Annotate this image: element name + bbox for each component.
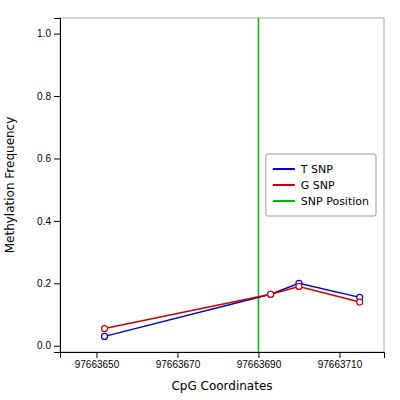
tick-label: 0.0 xyxy=(37,340,51,351)
tick-label: 1.0 xyxy=(37,28,51,39)
marks xyxy=(102,18,363,352)
legend-label: G SNP xyxy=(301,179,335,192)
tick: 97663670 xyxy=(156,352,201,370)
reference-line xyxy=(258,18,260,352)
tick-mark xyxy=(54,34,60,35)
tick: 0.8 xyxy=(37,91,60,102)
tick-mark xyxy=(54,346,60,347)
legend-label: SNP Position xyxy=(301,195,369,208)
y-axis-title: Methylation Frequency xyxy=(3,117,17,254)
tick-label: 0.2 xyxy=(37,278,51,289)
tick-mark xyxy=(54,158,60,159)
tick-label: 97663690 xyxy=(237,359,282,370)
tick: 1.0 xyxy=(37,28,60,39)
plot: 976636509766367097663690976637100.00.20.… xyxy=(37,18,384,370)
line xyxy=(105,286,360,328)
tick-label: 97663670 xyxy=(156,359,201,370)
axis-line xyxy=(61,353,385,359)
tick-label: 0.4 xyxy=(37,216,51,227)
tick-mark xyxy=(339,352,340,358)
y-axis: 0.0 0.2 0.4 0.6 0.8 1.0 xyxy=(37,19,60,353)
tick: 97663710 xyxy=(318,352,363,370)
plot-frame xyxy=(60,18,384,352)
x-axis: 97663650 97663670 97663690 97663710 xyxy=(61,352,385,370)
point xyxy=(357,299,363,305)
tick-mark xyxy=(96,352,97,358)
tick: 0.4 xyxy=(37,216,60,227)
tick: 97663650 xyxy=(75,352,120,370)
legend-frame xyxy=(266,154,376,216)
legend-label: T SNP xyxy=(300,163,333,176)
tick-mark xyxy=(54,221,60,222)
x-axis-title: CpG Coordinates xyxy=(171,379,272,393)
chart: 976636509766367097663690976637100.00.20.… xyxy=(0,0,400,400)
tick-label: 97663650 xyxy=(75,359,120,370)
tick-mark xyxy=(258,352,259,358)
tick-label: 0.6 xyxy=(37,153,51,164)
axis-line xyxy=(54,19,61,353)
tick-mark xyxy=(177,352,178,358)
point xyxy=(102,333,108,339)
point xyxy=(268,291,274,297)
tick: 0.2 xyxy=(37,278,60,289)
point xyxy=(268,291,274,297)
point xyxy=(296,283,302,289)
tick: 0.6 xyxy=(37,153,60,164)
tick: 0.0 xyxy=(37,340,60,351)
legend-swatch xyxy=(273,200,295,202)
tick-mark xyxy=(54,283,60,284)
legend-swatch xyxy=(273,184,295,186)
line xyxy=(105,283,360,336)
tick-label: 97663710 xyxy=(318,359,363,370)
tick: 97663690 xyxy=(237,352,282,370)
legend-swatch xyxy=(273,168,295,170)
point xyxy=(102,326,108,332)
tick-label: 0.8 xyxy=(37,91,51,102)
legend: T SNP G SNP SNP Position xyxy=(266,154,376,216)
tick-mark xyxy=(54,96,60,97)
